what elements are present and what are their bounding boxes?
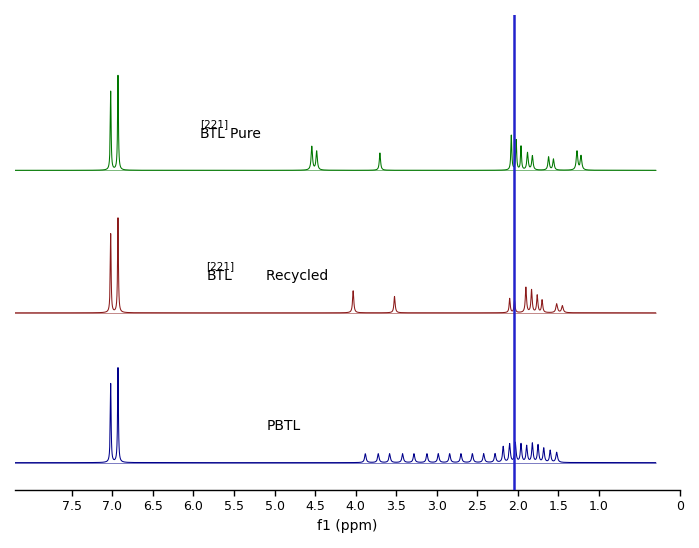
- X-axis label: f1 (ppm): f1 (ppm): [317, 519, 377, 533]
- Text: [221]: [221]: [200, 119, 228, 129]
- Text: BTL: BTL: [206, 269, 232, 283]
- Text: PBTL: PBTL: [266, 419, 301, 433]
- Text: Recycled: Recycled: [266, 269, 333, 283]
- Text: Pure: Pure: [230, 127, 265, 141]
- Text: BTL: BTL: [200, 127, 226, 141]
- Text: [221]: [221]: [206, 261, 235, 271]
